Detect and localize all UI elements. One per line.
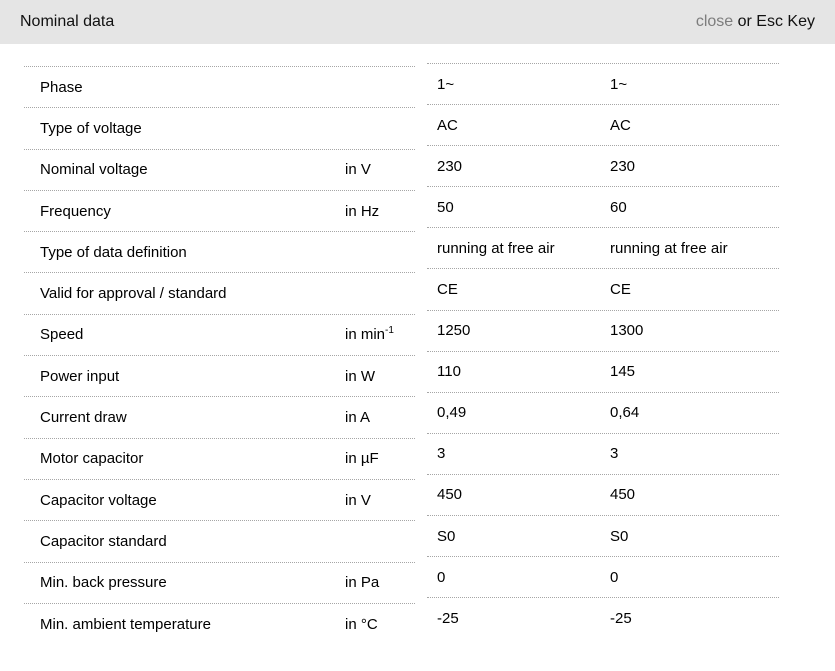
row-label: Valid for approval / standard	[40, 285, 227, 303]
row-value-2: 3	[610, 445, 619, 463]
row-label: Power input	[40, 367, 120, 385]
table-row: Type of data definition	[24, 231, 415, 272]
modal-header: Nominal data close or Esc Key	[0, 0, 835, 44]
row-value-2: 0	[610, 568, 619, 586]
labels-column: Phase Type of voltage Nominal voltage in V F…	[24, 66, 415, 644]
table-row-values: 0,49 0,64	[427, 391, 779, 433]
values-column: 1~ 1~ AC AC 230 230 50 60 running at free air run…	[427, 63, 779, 638]
table-row-values: 110 145	[427, 350, 779, 392]
table-row: Nominal voltage in V	[24, 148, 415, 190]
esc-key-hint: or Esc Key	[733, 13, 815, 30]
table-row: Min. ambient temperature in °C	[24, 602, 415, 644]
row-label: Motor capacitor	[40, 450, 144, 468]
table-row-values: AC AC	[427, 104, 779, 145]
row-value-2: 230	[610, 157, 636, 175]
close-button[interactable]: close	[695, 13, 734, 30]
table-row: Valid for approval / standard	[24, 272, 415, 313]
row-value-2: 1300	[610, 322, 644, 340]
table-row: Type of voltage	[24, 107, 415, 148]
row-label: Min. back pressure	[40, 574, 167, 592]
row-value-2: -25	[610, 609, 632, 627]
row-value-1: 1~	[437, 75, 455, 93]
row-value-1: -25	[437, 609, 459, 627]
row-value-2: running at free air	[610, 239, 728, 257]
table-row-values: 230 230	[427, 145, 779, 186]
row-unit: in µF	[345, 450, 379, 468]
row-value-1: 450	[437, 486, 463, 504]
row-label: Phase	[40, 78, 83, 96]
table-row: Frequency in Hz	[24, 189, 415, 231]
row-unit: in V	[345, 161, 371, 179]
row-value-1: 0	[437, 568, 446, 586]
row-unit: in Hz	[345, 202, 380, 220]
table-row: Power input in W	[24, 355, 415, 396]
row-unit: in °C	[345, 615, 378, 633]
row-unit: in Pa	[345, 574, 380, 592]
table-row: Current draw in A	[24, 396, 415, 437]
row-value-2: 60	[610, 198, 627, 216]
row-value-1: 110	[437, 363, 461, 381]
row-value-1: 1250	[437, 322, 471, 340]
row-unit: in A	[345, 409, 371, 427]
row-label: Capacitor standard	[40, 532, 167, 550]
row-label: Frequency	[40, 202, 111, 220]
row-value-1: S0	[437, 527, 456, 545]
row-unit: in W	[345, 367, 375, 385]
table-row: Phase	[24, 66, 415, 107]
table-row-values: 1~ 1~	[427, 63, 779, 104]
row-value-2: CE	[610, 281, 631, 299]
table-row-values: 50 60	[427, 186, 779, 227]
row-value-2: 0,64	[610, 404, 640, 422]
table-row: Capacitor standard	[24, 520, 415, 561]
table-row-values: -25 -25	[427, 597, 779, 638]
table-row: Motor capacitor in µF	[24, 437, 415, 479]
row-label: Type of voltage	[40, 119, 142, 137]
table-row-values: running at free air running at free air	[427, 227, 779, 268]
row-label: Capacitor voltage	[40, 491, 157, 509]
row-value-1: 230	[437, 157, 463, 175]
table-row-values: 1250 1300	[427, 309, 779, 351]
row-value-1: AC	[437, 116, 458, 134]
table-row: Min. back pressure in Pa	[24, 561, 415, 603]
row-value-1: running at free air	[437, 239, 555, 257]
close-area: close or Esc Key	[696, 13, 815, 31]
row-unit: in V	[345, 491, 371, 509]
table-row-values: S0 S0	[427, 515, 779, 556]
row-label: Current draw	[40, 409, 127, 427]
row-value-2: S0	[610, 527, 629, 545]
row-value-2: 145	[610, 363, 636, 381]
table-row: Capacitor voltage in V	[24, 478, 415, 520]
row-unit: in min-1	[345, 325, 394, 344]
row-value-1: 0,49	[437, 404, 467, 422]
table-row: Speed in min-1	[24, 313, 415, 355]
row-value-1: 50	[437, 198, 454, 216]
row-label: Type of data definition	[40, 243, 187, 261]
row-value-1: 3	[437, 445, 446, 463]
row-label: Min. ambient temperature	[40, 615, 211, 633]
row-value-2: 1~	[610, 75, 628, 93]
row-value-2: AC	[610, 116, 631, 134]
row-value-1: CE	[437, 281, 458, 299]
row-label: Speed	[40, 326, 84, 344]
table-row-values: CE CE	[427, 268, 779, 309]
table-row-values: 450 450	[427, 473, 779, 515]
row-label: Nominal voltage	[40, 161, 148, 179]
modal-title: Nominal data	[20, 13, 115, 30]
row-value-2: 450	[610, 486, 636, 504]
